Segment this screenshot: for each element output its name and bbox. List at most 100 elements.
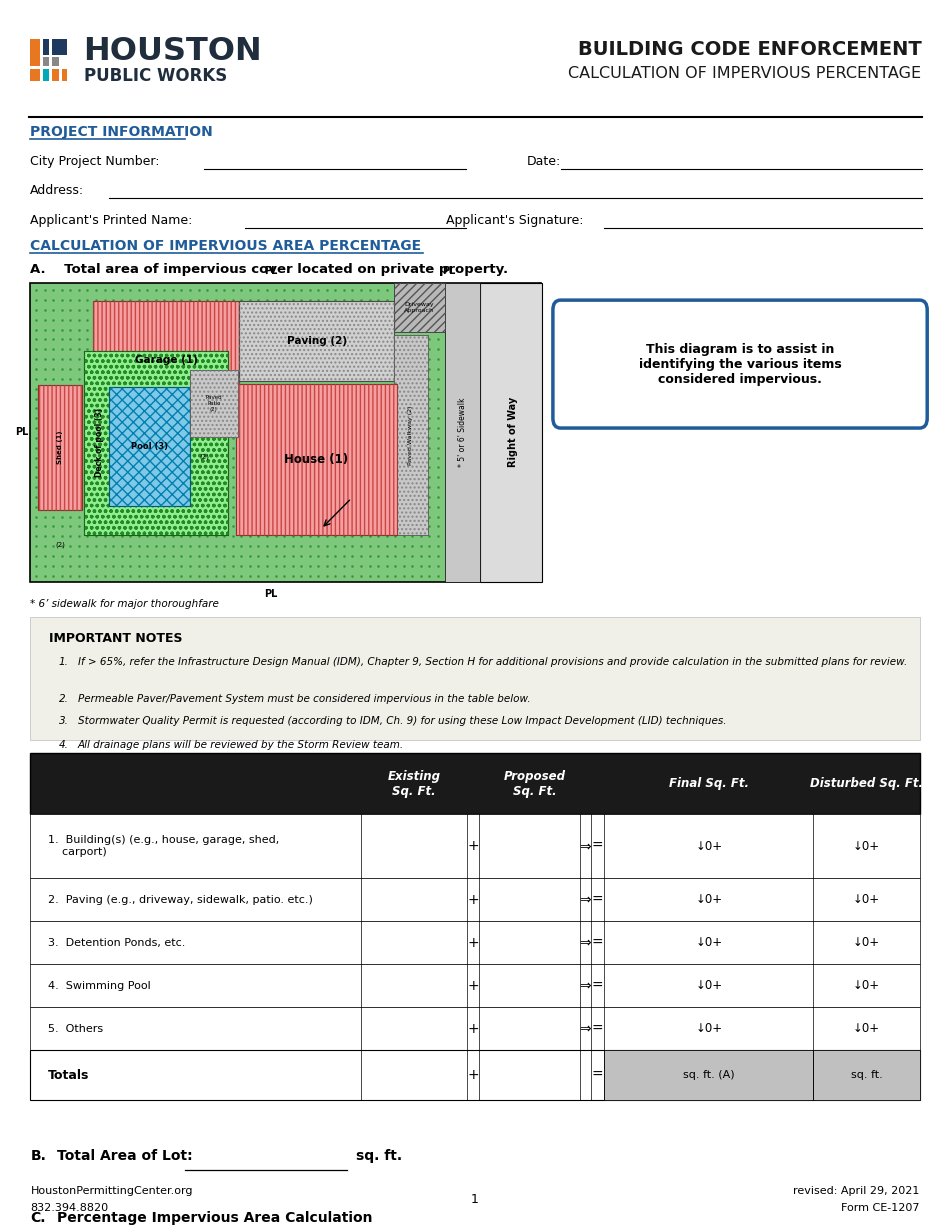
- Text: Applicant's Signature:: Applicant's Signature:: [446, 214, 584, 226]
- Text: Final Sq. Ft.: Final Sq. Ft.: [669, 777, 749, 790]
- Text: 2.  Paving (e.g., driveway, sidewalk, patio. etc.): 2. Paving (e.g., driveway, sidewalk, pat…: [48, 894, 313, 905]
- Text: B.: B.: [30, 1149, 47, 1164]
- Bar: [30, 921, 920, 964]
- Text: House (1): House (1): [284, 453, 349, 466]
- Bar: [52, 57, 59, 66]
- Text: 1: 1: [471, 1193, 479, 1205]
- Text: Total Area of Lot:: Total Area of Lot:: [57, 1149, 193, 1164]
- Text: PL: PL: [264, 589, 277, 599]
- Text: ↓0+: ↓0+: [853, 893, 880, 907]
- Text: =: =: [592, 893, 603, 907]
- Bar: [30, 814, 920, 878]
- Text: Proposed
Sq. Ft.: Proposed Sq. Ft.: [504, 770, 566, 797]
- Bar: [394, 283, 445, 332]
- Bar: [52, 69, 59, 81]
- Text: 4.  Swimming Pool: 4. Swimming Pool: [48, 980, 150, 991]
- Text: Right of Way: Right of Way: [508, 397, 519, 467]
- Text: Paved
Patio
(2): Paved Patio (2): [205, 395, 222, 412]
- Text: Percentage Impervious Area Calculation: Percentage Impervious Area Calculation: [57, 1210, 372, 1225]
- Text: +: +: [467, 979, 479, 993]
- Bar: [62, 69, 66, 81]
- Text: ↓0+: ↓0+: [853, 979, 880, 993]
- Text: 3.: 3.: [59, 716, 68, 726]
- Bar: [30, 878, 920, 921]
- Bar: [52, 39, 66, 55]
- Text: Existing
Sq. Ft.: Existing Sq. Ft.: [388, 770, 441, 797]
- Bar: [84, 351, 228, 535]
- Text: PL: PL: [15, 427, 28, 438]
- Text: =: =: [592, 936, 603, 950]
- Text: HoustonPermittingCenter.org: HoustonPermittingCenter.org: [30, 1186, 193, 1196]
- Bar: [30, 964, 920, 1007]
- Text: BUILDING CODE ENFORCEMENT: BUILDING CODE ENFORCEMENT: [578, 39, 922, 59]
- Text: ↓0+: ↓0+: [695, 936, 722, 950]
- Bar: [604, 1050, 813, 1100]
- Text: PUBLIC WORKS: PUBLIC WORKS: [84, 68, 227, 85]
- Text: ↓0+: ↓0+: [695, 840, 722, 852]
- Text: 1.: 1.: [59, 657, 68, 667]
- Text: ↓0+: ↓0+: [853, 1022, 880, 1036]
- Bar: [30, 1007, 920, 1050]
- Bar: [30, 753, 920, 814]
- Text: +: +: [467, 1022, 479, 1036]
- Bar: [813, 1050, 920, 1100]
- Text: ⇒: ⇒: [580, 839, 591, 854]
- Bar: [109, 387, 190, 506]
- Text: (2): (2): [55, 541, 65, 549]
- Text: A.    Total area of impervious cover located on private property.: A. Total area of impervious cover locate…: [30, 263, 508, 276]
- Text: Deck of pool (3): Deck of pool (3): [95, 408, 104, 477]
- Text: =: =: [592, 1022, 603, 1036]
- Text: PL: PL: [264, 266, 277, 276]
- Bar: [30, 69, 40, 81]
- Bar: [190, 370, 238, 437]
- Text: Stormwater Quality Permit is requested (according to IDM, Ch. 9) for using these: Stormwater Quality Permit is requested (…: [78, 716, 727, 726]
- Bar: [30, 39, 40, 66]
- Text: HOUSTON: HOUSTON: [84, 36, 262, 68]
- Text: ⇒: ⇒: [580, 893, 591, 907]
- Bar: [480, 283, 542, 582]
- Bar: [43, 69, 49, 81]
- Text: revised: April 29, 2021: revised: April 29, 2021: [793, 1186, 920, 1196]
- Bar: [93, 301, 239, 418]
- Text: +: +: [467, 893, 479, 907]
- Bar: [190, 370, 238, 437]
- Bar: [30, 617, 920, 740]
- Text: Paved Walkway (2): Paved Walkway (2): [408, 405, 413, 465]
- Text: Permeable Paver/Pavement System must be considered impervious in the table below: Permeable Paver/Pavement System must be …: [78, 694, 530, 704]
- Text: Disturbed Sq. Ft.: Disturbed Sq. Ft.: [810, 777, 922, 790]
- Bar: [239, 301, 394, 381]
- Bar: [239, 301, 394, 381]
- Text: CALCULATION OF IMPERVIOUS PERCENTAGE: CALCULATION OF IMPERVIOUS PERCENTAGE: [568, 66, 922, 81]
- Bar: [236, 384, 397, 535]
- Text: * 5' or 6' Sidewalk: * 5' or 6' Sidewalk: [458, 397, 466, 467]
- Text: Applicant's Printed Name:: Applicant's Printed Name:: [30, 214, 193, 226]
- FancyBboxPatch shape: [553, 300, 927, 428]
- Text: ↓0+: ↓0+: [695, 979, 722, 993]
- Bar: [30, 283, 541, 582]
- Text: 1.  Building(s) (e.g., house, garage, shed,
    carport): 1. Building(s) (e.g., house, garage, she…: [48, 835, 278, 857]
- Text: =: =: [592, 839, 603, 854]
- Text: If > 65%, refer the Infrastructure Design Manual (IDM), Chapter 9, Section H for: If > 65%, refer the Infrastructure Desig…: [78, 657, 907, 667]
- Text: ↓0+: ↓0+: [853, 936, 880, 950]
- Text: City Project Number:: City Project Number:: [30, 155, 160, 167]
- Text: C.: C.: [30, 1210, 46, 1225]
- Text: sq. ft. (A): sq. ft. (A): [683, 1070, 734, 1080]
- Bar: [394, 335, 428, 535]
- Text: All drainage plans will be reviewed by the Storm Review team.: All drainage plans will be reviewed by t…: [78, 740, 404, 750]
- Text: ↓0+: ↓0+: [853, 840, 880, 852]
- Text: +: +: [467, 1068, 479, 1082]
- Text: 4.: 4.: [59, 740, 68, 750]
- Bar: [30, 1050, 920, 1100]
- Text: Totals: Totals: [48, 1069, 89, 1081]
- Text: Shed (1): Shed (1): [57, 430, 63, 465]
- Text: ⇒: ⇒: [580, 979, 591, 993]
- Text: Driveway
Approach: Driveway Approach: [405, 303, 434, 312]
- Text: Pool (3): Pool (3): [131, 442, 168, 451]
- Bar: [394, 283, 445, 332]
- Text: (2): (2): [200, 453, 209, 460]
- Text: Date:: Date:: [527, 155, 561, 167]
- Bar: [93, 301, 239, 418]
- Text: 2.: 2.: [59, 694, 68, 704]
- Text: sq. ft.: sq. ft.: [850, 1070, 883, 1080]
- Text: * 6’ sidewalk for major thoroughfare: * 6’ sidewalk for major thoroughfare: [30, 599, 219, 609]
